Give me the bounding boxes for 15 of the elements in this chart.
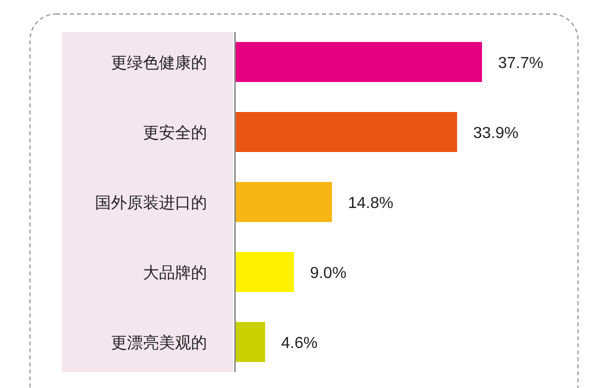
y-tick-label: 更漂亮美观的 [111, 334, 207, 352]
y-tick-label: 更绿色健康的 [111, 54, 207, 72]
bar [235, 322, 266, 362]
data-label: 37.7% [498, 55, 544, 72]
data-label: 33.9% [473, 125, 518, 142]
data-label: 4.6% [281, 335, 318, 352]
bar [235, 42, 482, 82]
y-tick-label: 更安全的 [143, 124, 207, 142]
y-tick-label: 大品牌的 [143, 264, 207, 282]
data-label: 14.8% [348, 195, 394, 212]
y-tick-label: 国外原装进口的 [95, 194, 207, 212]
bar [235, 112, 458, 152]
bar [235, 182, 332, 222]
bar [235, 252, 294, 292]
data-label: 9.0% [310, 265, 346, 282]
